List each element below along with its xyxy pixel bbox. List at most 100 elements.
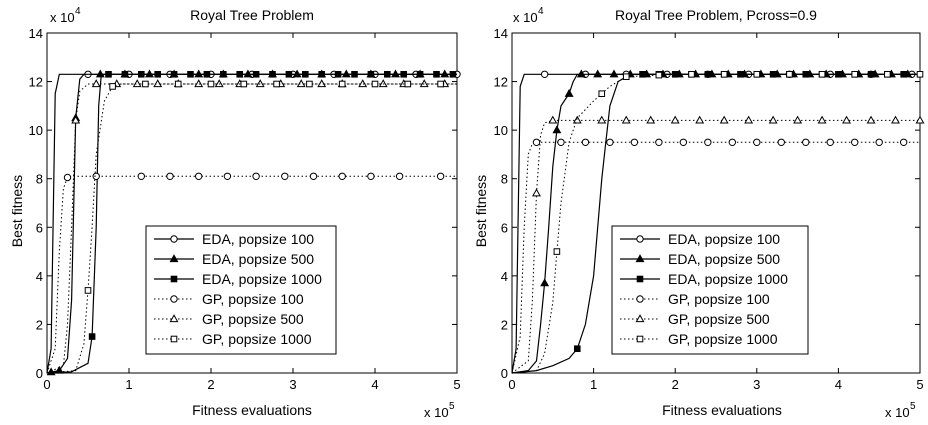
chart-left-series-4-marker	[419, 79, 429, 88]
chart-left-xtick-label: 5	[453, 377, 460, 392]
chart-left-series-3	[46, 172, 457, 374]
chart-right-ytick-label: 14	[494, 26, 508, 41]
chart-left-ymultiplier: x 10 4	[50, 6, 81, 25]
chart-left-xtick-label: 3	[289, 377, 296, 392]
chart-left-series-1-marker	[391, 69, 400, 78]
chart-left-legend-marker-2	[170, 275, 178, 283]
chart-left-series-1-marker	[194, 69, 204, 78]
chart-right-legend-marker-1	[635, 254, 645, 263]
chart-left-series-1-marker	[54, 365, 64, 374]
chart-left-series-4-marker	[378, 79, 388, 88]
chart-right-ymultiplier-exponent: 4	[538, 6, 544, 17]
chart-right-series-5-marker	[655, 71, 663, 79]
chart-right-series-1-marker	[576, 69, 586, 78]
chart-right-series-3-marker	[802, 138, 810, 146]
chart-left-series-4-marker	[296, 79, 306, 88]
chart-right-xmultiplier-base: x 10	[885, 405, 910, 420]
chart-left-legend-box	[145, 225, 337, 355]
chart-left-ytick-label: 4	[36, 269, 43, 284]
chart-right-legend: EDA, popsize 100 EDA, popsize 500 EDA, pop…	[611, 225, 809, 355]
chart-left-title: Royal Tree Problem	[190, 7, 314, 23]
chart-right-series-2-marker	[900, 70, 907, 78]
chart-right-series-1-marker	[593, 69, 603, 78]
chart-left-series-2-marker	[236, 70, 243, 78]
chart-left-series-2-marker	[203, 70, 211, 78]
chart-left-xtick-label: 1	[125, 377, 132, 392]
chart-right-series-4-marker	[768, 115, 778, 124]
chart-right-legend-box	[611, 225, 809, 355]
chart-left-series-5-marker	[273, 80, 280, 88]
chart-right-series-5-marker	[622, 73, 630, 81]
chart-left-series-3-marker	[195, 172, 203, 180]
chart-right-ytick-label: 6	[501, 220, 508, 235]
chart-left-series-3-marker	[92, 172, 100, 180]
chart-right-xtick-label: 0	[508, 377, 515, 392]
chart-right-legend-label-5: GP, popsize 1000	[668, 331, 778, 347]
chart-right-series-5-marker	[786, 70, 793, 78]
chart-left-legend-marker-0	[170, 235, 178, 243]
chart-left-ytick-label: 14	[29, 26, 43, 41]
chart-right-series-3	[511, 138, 920, 374]
chart-left-legend-label-3: GP, popsize 100	[202, 291, 304, 307]
chart-right-xtick-label: 2	[672, 377, 679, 392]
chart-right-ymultiplier-base: x 10	[513, 10, 538, 25]
chart-left-ytick-label: 8	[36, 172, 43, 187]
chart-right-series-5-marker	[884, 70, 891, 78]
chart-right-series-5-marker	[598, 90, 606, 98]
chart-right-ytick-label: 4	[501, 269, 508, 284]
chart-left-ylabel: Best fitness	[9, 175, 25, 247]
chart-left-series-2-marker	[416, 70, 424, 78]
chart-right-xmultiplier: x 10 5	[885, 401, 916, 420]
chart-left-series-2-marker	[269, 70, 276, 78]
chart-right-series-5-marker	[753, 70, 761, 78]
chart-right-ytick-label: 2	[501, 317, 508, 332]
chart-left-series-2-marker	[121, 70, 129, 78]
chart-left-series-2-marker	[384, 70, 391, 78]
chart-right-ytick-label: 8	[501, 172, 508, 187]
chart-right-ylabel: Best fitness	[473, 175, 489, 247]
chart-right-series-3-marker	[630, 138, 639, 146]
chart-left-xtick-label: 2	[207, 377, 214, 392]
chart-left-series-4-marker	[71, 115, 81, 124]
chart-right-series-3-marker	[581, 138, 590, 146]
chart-left-series-5-marker	[306, 80, 313, 88]
chart-left-ytick-label: 2	[36, 317, 43, 332]
chart-left-legend-label-0: EDA, popsize 100	[202, 231, 314, 247]
chart-left-series-2-marker	[400, 70, 407, 78]
chart-left-ymultiplier-exponent: 4	[75, 6, 81, 17]
chart-right-series-0-marker	[540, 70, 549, 78]
chart-right-series-4-marker	[842, 115, 852, 124]
chart-left-series-4	[46, 79, 457, 374]
chart-right-series-5-marker	[818, 70, 826, 78]
chart-left-series-2-marker	[449, 70, 457, 78]
chart-right-series-3-marker	[704, 138, 712, 146]
chart-right-legend-entries: EDA, popsize 100 EDA, popsize 500 EDA, pop…	[620, 231, 788, 347]
chart-left-series-2-marker	[252, 70, 260, 78]
chart-right-series-4-marker	[621, 115, 631, 124]
chart-right-ymultiplier: x 10 4	[513, 6, 544, 25]
chart-left-legend-label-1: EDA, popsize 500	[202, 251, 314, 267]
chart-left-series-3-marker	[395, 172, 404, 180]
chart-right-series-4-marker	[891, 115, 900, 124]
chart-left-series-3-marker	[137, 172, 146, 180]
chart-right-series-3-marker	[753, 138, 761, 146]
chart-left-plot-frame	[46, 32, 458, 374]
chart-right-series-1-marker	[564, 88, 574, 97]
chart-right-series-5-marker	[851, 70, 859, 78]
chart-left-series-4-marker	[153, 79, 163, 88]
chart-left-series-4-marker	[194, 79, 204, 88]
chart-right-series-3-marker	[606, 138, 614, 146]
chart-right-series-4-marker	[646, 115, 656, 124]
chart-right-series-2-marker	[573, 345, 581, 353]
chart-left-series-5-marker	[207, 80, 215, 88]
chart-right-series-4-marker	[915, 115, 925, 124]
chart-right-series-4-line	[511, 119, 920, 374]
chart-left-series-1-marker	[243, 69, 253, 78]
chart-left-series-2-marker	[302, 70, 309, 78]
chart-left-series-2-marker	[105, 70, 112, 78]
chart-right-series-3-marker	[875, 138, 883, 146]
chart-left-series-5	[46, 80, 457, 374]
chart-left-series-5-marker	[437, 80, 444, 88]
